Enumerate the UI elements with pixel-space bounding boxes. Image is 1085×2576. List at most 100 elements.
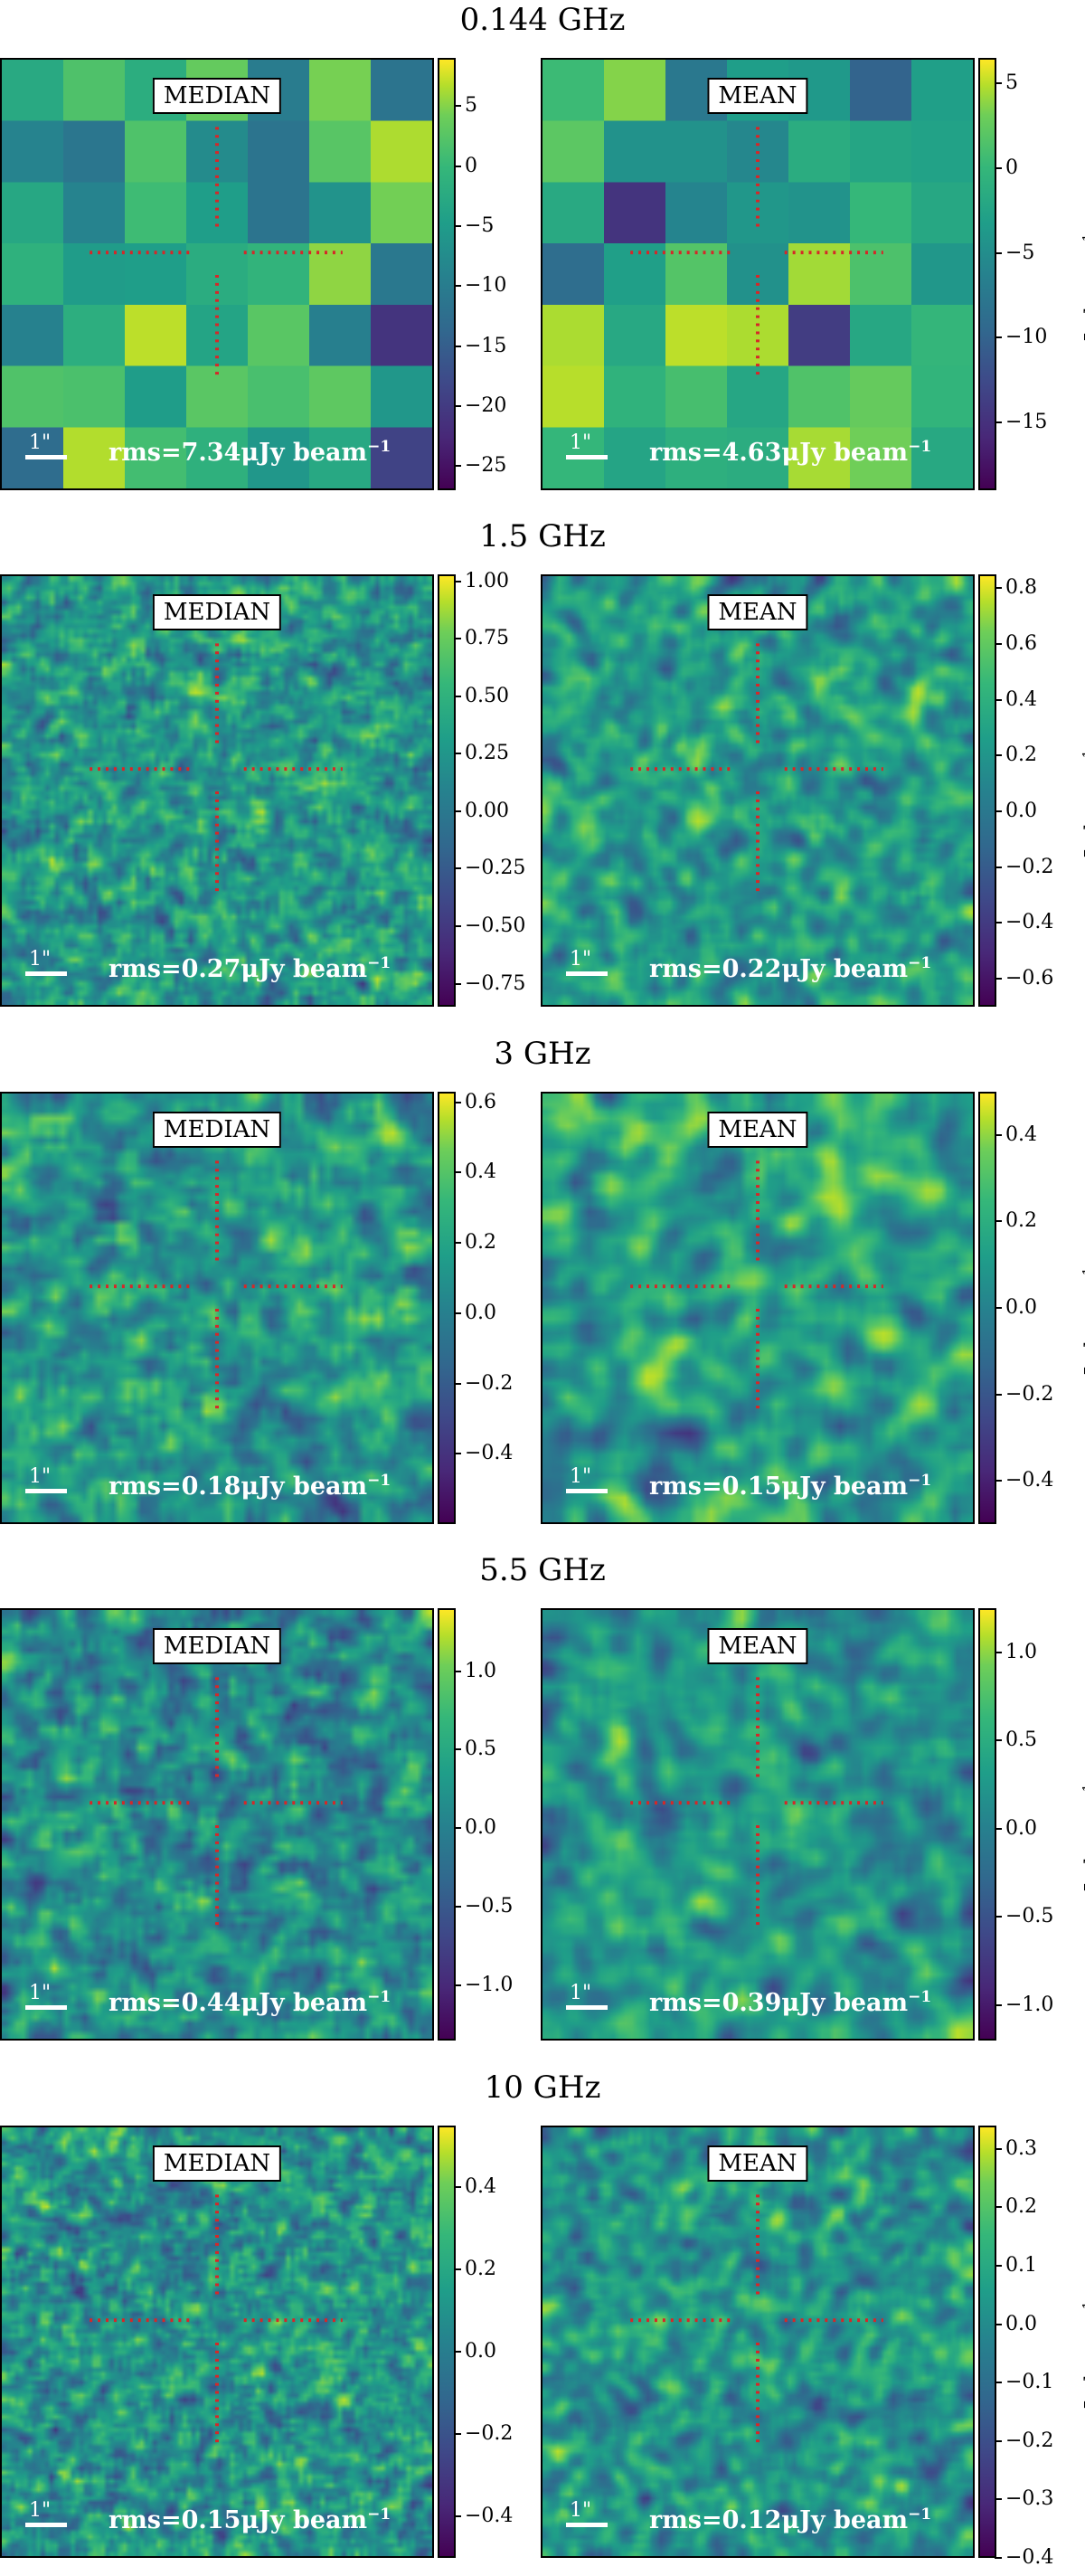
- colorbar-tick: [454, 867, 461, 870]
- colorbar-tick-label: 0.0: [465, 2340, 496, 2363]
- scale-bar-label: 1": [570, 431, 592, 454]
- colorbar: [438, 574, 456, 1007]
- colorbar-tick-label: 1.0: [465, 1659, 496, 1682]
- rms-annotation: rms=0.15μJy beam−1: [649, 1472, 931, 1501]
- colorbar-tick: [454, 465, 461, 468]
- unit-text: μJy beam: [1080, 769, 1085, 872]
- colorbar-tick: [995, 166, 1002, 169]
- colorbar-tick-label: 0.00: [465, 799, 509, 822]
- crosshair-marker: [90, 127, 343, 379]
- map-image: [2, 576, 432, 1005]
- mean-map: MEAN 1" rms=0.15μJy beam−1: [541, 1092, 975, 1524]
- scale-bar: [25, 2523, 67, 2527]
- colorbar-tick: [454, 695, 461, 697]
- colorbar-tick-label: 0: [1005, 156, 1018, 179]
- colorbar-tick: [454, 105, 461, 108]
- colorbar-tick: [995, 1651, 1002, 1653]
- colorbar-tick-label: 0.50: [465, 684, 509, 707]
- colorbar-tick-label: 0.0: [1005, 1296, 1037, 1319]
- rms-exponent: −1: [908, 1472, 932, 1490]
- colorbar-tick: [995, 1739, 1002, 1742]
- colorbar-tick-label: 0.0: [1005, 2312, 1037, 2335]
- colorbar-tick-label: 0.0: [1005, 800, 1037, 823]
- colorbar-tick-label: 0.0: [1005, 1816, 1037, 1840]
- colorbar-unit-label: μJy beam−1: [1080, 750, 1085, 872]
- colorbar-tick-label: −20: [465, 394, 507, 418]
- colorbar-tick: [995, 1133, 1002, 1136]
- colorbar-tick: [995, 754, 1002, 757]
- colorbar-tick-label: −0.4: [465, 1442, 514, 1465]
- rms-text: rms=0.22μJy beam: [649, 955, 909, 983]
- colorbar-tick-label: −0.5: [1005, 1905, 1054, 1928]
- scale-bar: [25, 1489, 67, 1493]
- colorbar-tick-label: −0.5: [465, 1895, 514, 1918]
- crosshair-marker: [630, 1160, 883, 1413]
- map-image: [542, 1094, 973, 1522]
- colorbar-tick: [995, 1827, 1002, 1830]
- map-image: [542, 576, 973, 1005]
- colorbar-tick-label: −5: [1005, 241, 1035, 264]
- colorbar: [978, 58, 996, 490]
- panel-label: MEAN: [707, 1628, 808, 1664]
- colorbar-tick-label: −0.2: [1005, 855, 1054, 878]
- colorbar-tick: [995, 82, 1002, 85]
- colorbar-tick: [995, 978, 1002, 980]
- colorbar-tick: [995, 2147, 1002, 2150]
- rms-text: rms=4.63μJy beam: [649, 439, 909, 467]
- colorbar-tick: [995, 421, 1002, 424]
- colorbar-tick-label: 0.6: [465, 1090, 496, 1113]
- colorbar-tick: [454, 1453, 461, 1455]
- unit-exponent: −1: [1080, 749, 1085, 770]
- colorbar-tick-label: −0.3: [1005, 2487, 1054, 2511]
- colorbar-tick: [454, 580, 461, 582]
- rms-annotation: rms=0.39μJy beam−1: [649, 1988, 931, 2017]
- colorbar-tick: [454, 1670, 461, 1672]
- panel-label: MEAN: [707, 2145, 808, 2182]
- row-title: 1.5 GHz: [479, 518, 606, 554]
- colorbar-tick-label: 0.8: [1005, 576, 1037, 600]
- colorbar: [438, 58, 456, 490]
- unit-text: μJy beam: [1080, 1286, 1085, 1389]
- colorbar: [438, 2126, 456, 2558]
- map-image: [2, 2127, 432, 2556]
- median-map: MEDIAN 1" rms=0.15μJy beam−1: [0, 2126, 434, 2558]
- colorbar-tick-label: 0.2: [1005, 1209, 1037, 1233]
- colorbar-tick: [454, 224, 461, 227]
- colorbar-tick: [454, 405, 461, 408]
- colorbar-tick-label: 0.6: [1005, 632, 1037, 656]
- colorbar-tick: [995, 2003, 1002, 2006]
- colorbar-tick-label: −10: [1005, 326, 1048, 349]
- colorbar-tick-label: −15: [1005, 411, 1048, 434]
- scale-bar: [25, 971, 67, 976]
- colorbar-tick: [454, 1171, 461, 1174]
- colorbar-tick: [454, 1984, 461, 1987]
- colorbar-tick-label: −0.4: [465, 2505, 514, 2528]
- colorbar-tick-label: −10: [465, 274, 507, 298]
- colorbar-tick: [454, 2186, 461, 2189]
- colorbar-tick-label: −0.2: [465, 1371, 514, 1395]
- scale-bar-label: 1": [29, 431, 52, 454]
- colorbar-tick-label: 1.0: [1005, 1640, 1037, 1663]
- colorbar-tick-label: 0.4: [465, 2175, 496, 2199]
- mean-map: MEAN 1" rms=0.22μJy beam−1: [541, 574, 975, 1007]
- colorbar: [978, 1608, 996, 2041]
- panel-label: MEAN: [707, 78, 808, 114]
- rms-text: rms=0.15μJy beam: [108, 2506, 368, 2534]
- colorbar-tick: [995, 2206, 1002, 2209]
- median-map: MEDIAN 1" rms=0.18μJy beam−1: [0, 1092, 434, 1524]
- colorbar-tick: [995, 1916, 1002, 1918]
- scale-bar-label: 1": [29, 2499, 52, 2522]
- mean-map: MEAN 1" rms=4.63μJy beam−1: [541, 58, 975, 490]
- colorbar-tick: [995, 2382, 1002, 2384]
- colorbar-tick-label: −0.4: [1005, 1469, 1054, 1492]
- panel-label: MEAN: [707, 1112, 808, 1148]
- colorbar: [438, 1608, 456, 2041]
- colorbar-tick-label: 0.5: [1005, 1728, 1037, 1752]
- scale-bar-label: 1": [29, 1465, 52, 1488]
- rms-exponent: −1: [908, 2505, 932, 2524]
- unit-exponent: −1: [1080, 1783, 1085, 1804]
- map-image: [542, 2127, 973, 2556]
- colorbar-tick: [454, 810, 461, 812]
- colorbar-tick-label: −0.75: [465, 971, 526, 995]
- colorbar-tick: [454, 2433, 461, 2436]
